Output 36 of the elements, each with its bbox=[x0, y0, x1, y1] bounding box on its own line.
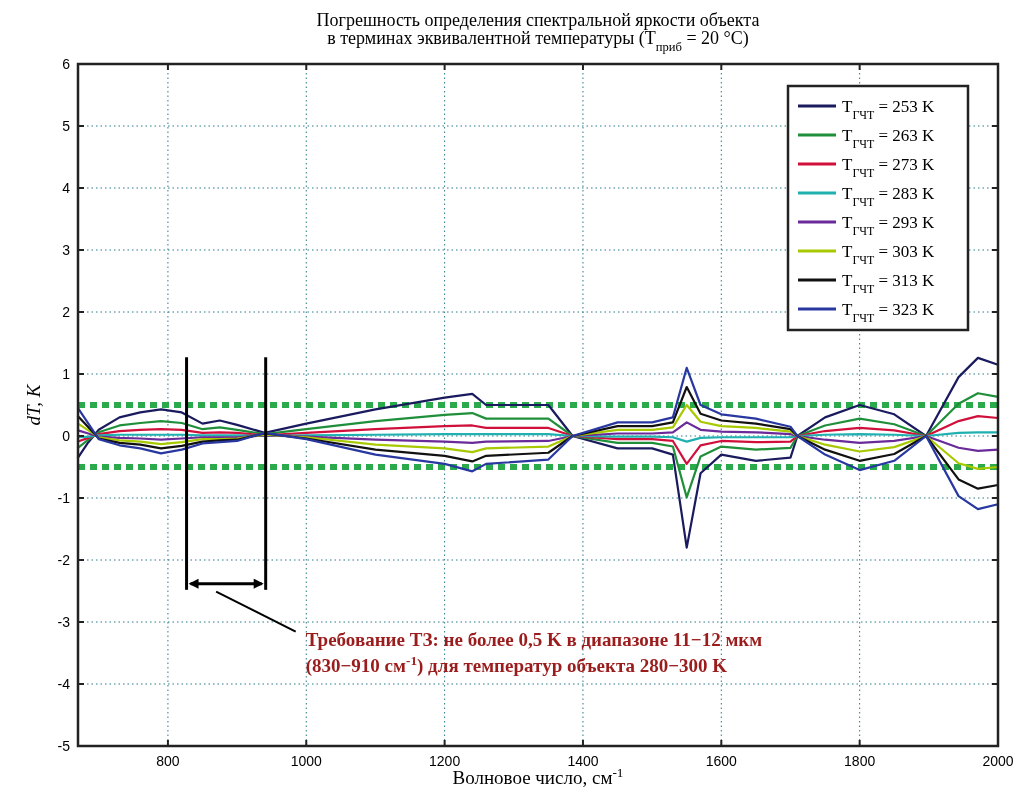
annotation: Требование ТЗ: не более 0,5 K в диапазоне 11−12 мкм (830−910 см$^{-1}$) для температур объекта 280−300 K bbox=[305, 628, 763, 677]
legend-label: T$_{ГЧТ}$ = 273 K bbox=[842, 155, 936, 180]
line-series bbox=[76, 366, 1000, 511]
line-series bbox=[76, 421, 1000, 452]
legend-label: T$_{ГЧТ}$ = 313 K bbox=[842, 271, 936, 296]
legend-label: T$_{ГЧТ}$ = 293 K bbox=[842, 213, 936, 238]
line-series bbox=[76, 415, 1000, 465]
x-tick-label: 800 bbox=[156, 753, 180, 769]
legend-label: T$_{ГЧТ}$ = 253 K bbox=[842, 97, 936, 122]
y-tick-label: 1 bbox=[62, 366, 71, 382]
x-tick-label: 1600 bbox=[705, 753, 738, 769]
y-tick-label: 6 bbox=[62, 56, 71, 72]
legend-label: T$_{ГЧТ}$ = 283 K bbox=[842, 184, 936, 209]
y-axis-title: dT, K bbox=[23, 383, 44, 426]
y-tick-label: 3 bbox=[62, 242, 71, 258]
y-tick-label: -3 bbox=[57, 614, 71, 630]
x-tick-label: 1000 bbox=[290, 753, 323, 769]
x-tick-label: 1200 bbox=[429, 753, 461, 769]
legend-label: T$_{ГЧТ}$ = 263 K bbox=[842, 126, 936, 151]
x-tick-label: 2000 bbox=[982, 753, 1014, 769]
y-tick-label: -5 bbox=[57, 738, 71, 754]
y-tick-label: 5 bbox=[62, 118, 71, 134]
y-tick-label: 4 bbox=[62, 180, 71, 196]
line-series bbox=[76, 431, 1000, 443]
y-tick-label: 2 bbox=[62, 304, 71, 320]
y-tick-label: -4 bbox=[57, 676, 71, 692]
line-series bbox=[76, 356, 1000, 549]
y-tick-label: -2 bbox=[57, 552, 71, 568]
x-tick-label: 1800 bbox=[844, 753, 876, 769]
legend-label: T$_{ГЧТ}$ = 323 K bbox=[842, 300, 936, 325]
legend-label: T$_{ГЧТ}$ = 303 K bbox=[842, 242, 936, 267]
chart-title: Погрешность определения спектральной яркости объекта в терминах эквивалентной температуры (T$_{приб}$ = 20 °C) bbox=[316, 10, 760, 54]
x-tick-label: 1400 bbox=[567, 753, 599, 769]
y-tick-label: 0 bbox=[62, 428, 71, 444]
line-series bbox=[76, 403, 1000, 470]
y-tick-label: -1 bbox=[57, 490, 71, 506]
